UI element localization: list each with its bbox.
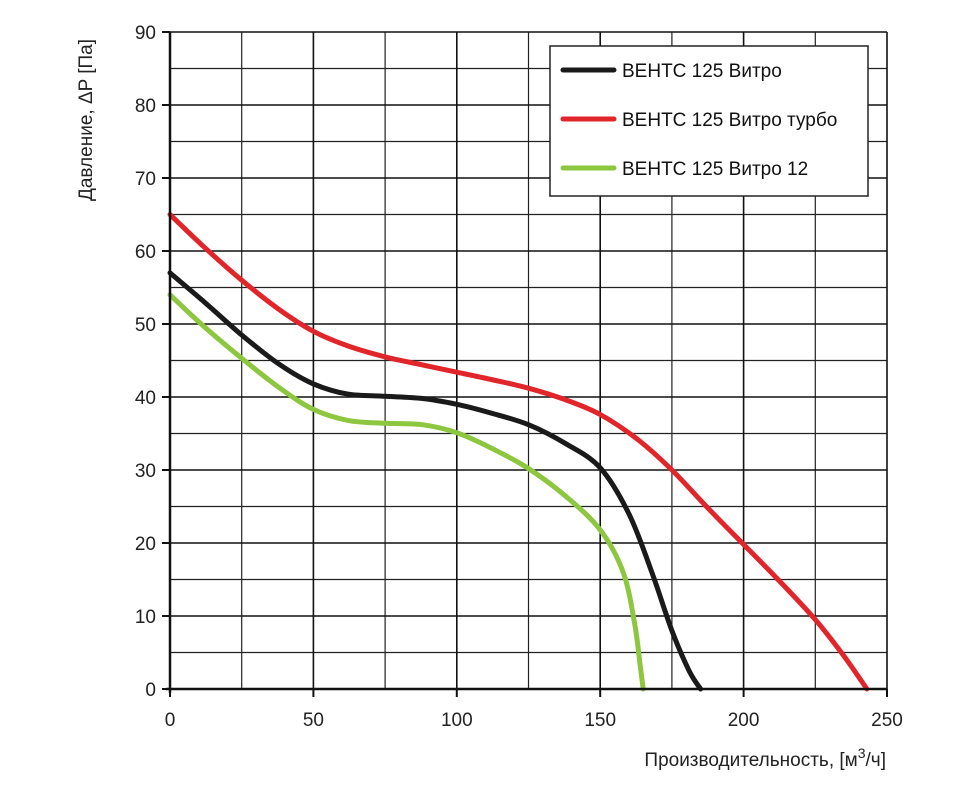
y-tick-label: 10 (135, 607, 156, 628)
y-tick-label: 70 (135, 169, 156, 190)
x-tick-label: 50 (303, 710, 324, 731)
series-line-3 (167, 292, 646, 692)
x-tick-label: 200 (728, 710, 760, 731)
y-tick-label: 60 (135, 242, 156, 263)
y-tick-label: 40 (135, 388, 156, 409)
x-axis-title-tail: /ч] (866, 750, 886, 771)
y-tick-labels: 0 10 20 30 40 50 60 70 80 90 (135, 23, 156, 701)
x-tick-label: 0 (165, 710, 176, 731)
y-tick-label: 80 (135, 96, 156, 117)
x-tick-label: 100 (441, 710, 473, 731)
y-tick-label: 50 (135, 315, 156, 336)
series-layer (167, 212, 870, 692)
y-tick-label: 0 (145, 680, 156, 701)
x-axis-title-main: Производительность, [м (644, 750, 857, 771)
series-line-2 (167, 212, 870, 692)
y-axis-title: Давление, ΔP [Па] (76, 39, 97, 201)
legend-label-series-1: ВЕНТС 125 Витро (622, 61, 782, 82)
x-axis-title-sup: 3 (858, 745, 866, 761)
legend-label-series-3: ВЕНТС 125 Витро 12 (622, 159, 808, 180)
series-line-1 (167, 270, 704, 692)
legend-label-series-2: ВЕНТС 125 Витро турбо (622, 110, 837, 131)
x-axis-title: Производительность, [м3/ч] (644, 745, 886, 771)
x-tick-labels: 0 50 100 150 200 250 (165, 710, 903, 731)
y-tick-label: 90 (135, 23, 156, 44)
x-tick-label: 250 (871, 710, 903, 731)
y-tick-label: 20 (135, 534, 156, 555)
y-tick-label: 30 (135, 461, 156, 482)
axes (162, 31, 888, 697)
x-tick-label: 150 (584, 710, 616, 731)
legend: ВЕНТС 125 Витро ВЕНТС 125 Витро турбо ВЕ… (549, 45, 869, 197)
